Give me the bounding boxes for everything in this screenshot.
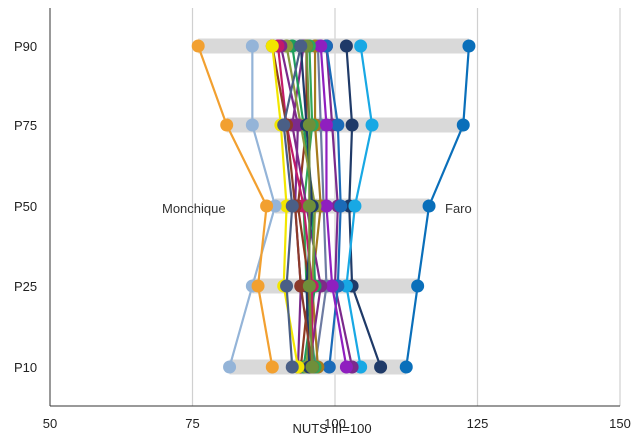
y-tick-label: P25 [14,279,37,294]
data-point [265,360,279,374]
data-point [399,360,413,374]
data-point [245,118,259,132]
data-point [339,360,353,374]
x-tick-label: 125 [467,416,489,431]
data-point [251,279,265,293]
series [191,39,279,374]
data-point [348,199,362,213]
data-point [319,199,333,213]
data-point [422,199,436,213]
series [300,39,319,374]
data-point [280,279,294,293]
data-point [302,118,316,132]
data-point [322,360,336,374]
data-point [462,39,476,53]
annotation-faro: Faro [445,201,472,216]
data-point [365,118,379,132]
grid-lines [191,8,621,406]
y-tick-label: P75 [14,118,37,133]
data-point [245,39,259,53]
x-tick-label: 50 [43,416,57,431]
data-point [302,199,316,213]
data-point [374,360,388,374]
data-point [314,39,328,53]
data-point [265,39,279,53]
data-point [339,39,353,53]
y-tick-label: P90 [14,39,37,54]
data-point [334,199,348,213]
data-point [260,199,274,213]
x-tick-labels: 50 75 100 125 150 [43,416,631,431]
data-point [345,118,359,132]
data-point [456,118,470,132]
data-point [319,118,333,132]
y-tick-label: P50 [14,199,37,214]
data-point [285,199,299,213]
x-tick-label: 100 [324,416,346,431]
data-point [331,118,345,132]
y-tick-label: P10 [14,360,37,375]
data-point [223,360,237,374]
data-point [285,360,299,374]
series [314,39,353,374]
series [399,39,476,374]
y-tick-labels: P10 P25 P50 P75 P90 [14,39,37,375]
series-lines [191,39,476,374]
data-point [191,39,205,53]
data-point [277,118,291,132]
data-point [294,39,308,53]
annotation-monchique: Monchique [162,201,226,216]
data-point [354,39,368,53]
data-point [325,279,339,293]
data-point [220,118,234,132]
data-point [305,360,319,374]
data-point [302,279,316,293]
x-tick-label: 75 [185,416,199,431]
series [277,39,308,374]
data-point [411,279,425,293]
x-tick-label: 150 [609,416,631,431]
x-axis-title: NUTS III=100 [292,421,371,436]
